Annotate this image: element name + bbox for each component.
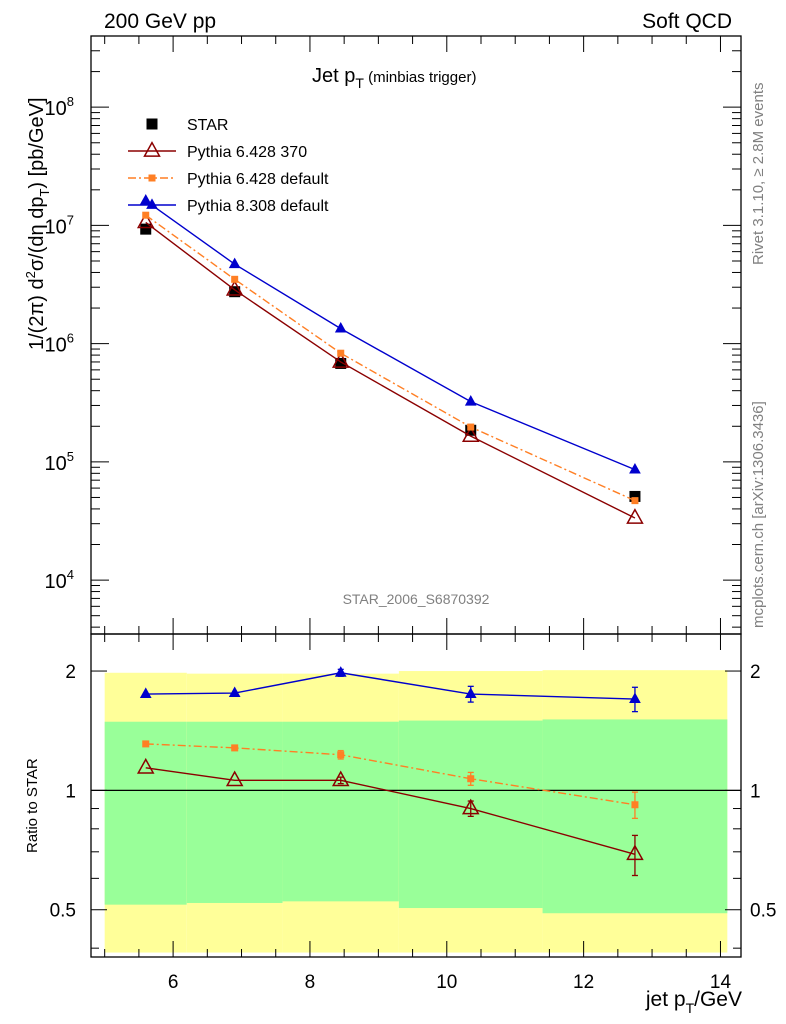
ratio-point <box>461 798 480 815</box>
ratio-point <box>139 687 152 698</box>
ratio-series <box>136 666 644 877</box>
main-series <box>136 194 644 524</box>
ratio-point <box>631 801 639 809</box>
legend-entry-label: Pythia 8.308 default <box>187 198 329 215</box>
data-point <box>136 212 155 229</box>
rivet-label: Rivet 3.1.10, ≥ 2.8M events <box>750 82 767 265</box>
axis-ticks <box>91 35 741 957</box>
legend-marker <box>143 141 161 157</box>
data-point <box>225 279 244 296</box>
y-tick-label: 107 <box>45 212 74 238</box>
band-green-segment <box>282 721 399 902</box>
data-point <box>629 490 641 502</box>
y-tick-label: 108 <box>45 94 74 120</box>
ratio-point <box>231 744 239 752</box>
data-point <box>464 395 477 406</box>
ratio-point <box>629 692 641 703</box>
ratio-point <box>337 751 345 759</box>
ratio-y-tick-label-right: 1 <box>750 781 761 802</box>
legend-entry-label: Pythia 6.428 default <box>187 171 329 188</box>
data-point <box>337 349 345 357</box>
ratio-point <box>136 757 155 774</box>
plot-title: Jet pT (minbias trigger) <box>312 65 476 91</box>
data-point <box>631 497 639 505</box>
legend-entry-label: Pythia 6.428 370 <box>187 144 307 161</box>
legend-marker <box>146 118 158 130</box>
ratio-y-tick-label: 1 <box>65 781 76 802</box>
x-tick-label: 6 <box>168 972 179 993</box>
ratio-y-tick-label: 0.5 <box>50 901 76 922</box>
x-tick-label: 8 <box>305 972 316 993</box>
ratio-y-axis-label: Ratio to STAR <box>24 758 41 853</box>
data-point <box>335 357 347 369</box>
plot-frames <box>90 35 742 958</box>
ratio-frame <box>90 633 742 958</box>
ratio-y-tick-label-right: 0.5 <box>750 901 776 922</box>
analysis-id: STAR_2006_S6870392 <box>343 591 490 607</box>
data-point <box>331 352 350 368</box>
header-category: Soft QCD <box>642 10 732 33</box>
x-tick-label: 10 <box>436 972 457 993</box>
data-point <box>626 508 644 524</box>
main-y-axis-label: 1/(2π) d2σ/(dη dpT) [pb/GeV] <box>23 97 52 350</box>
y-tick-label: 106 <box>45 331 74 357</box>
band-green-segment <box>186 721 283 903</box>
ratio-point <box>467 775 475 783</box>
y-tick-label: 105 <box>45 449 74 475</box>
series-line <box>145 214 636 502</box>
data-point <box>229 286 241 298</box>
data-point <box>334 322 347 333</box>
ratio-y-tick-label: 2 <box>65 662 76 683</box>
data-point <box>142 211 150 219</box>
ratio-point <box>334 666 347 677</box>
ratio-point <box>228 686 241 697</box>
x-tick-label: 12 <box>573 972 594 993</box>
ratio-point <box>626 844 644 861</box>
ratio-y-tick-label-right: 2 <box>750 662 761 683</box>
source-label: mcplots.cern.ch [arXiv:1306.3436] <box>750 401 767 628</box>
band-green-segment <box>104 721 187 905</box>
ratio-point <box>142 740 150 748</box>
ratio-point <box>464 687 477 698</box>
series-line <box>145 221 636 519</box>
data-point <box>140 223 152 235</box>
legend-marker <box>146 198 158 209</box>
data-point <box>228 257 241 269</box>
x-tick-label: 14 <box>710 972 732 993</box>
legend-entry-label: STAR <box>187 117 228 134</box>
legend-marker <box>148 174 156 182</box>
data-point <box>231 275 239 283</box>
y-tick-label: 104 <box>45 567 74 593</box>
data-point <box>139 194 152 205</box>
data-point <box>467 423 475 431</box>
header-energy: 200 GeV pp <box>104 10 216 33</box>
ratio-point <box>331 770 350 787</box>
legend: STAR Pythia 6.428 370 Pythia 6.428 default… <box>128 117 329 215</box>
data-point <box>629 463 641 474</box>
ratio-uncertainty-band <box>91 670 741 953</box>
data-point <box>461 426 480 443</box>
ratio-point <box>225 770 244 787</box>
x-axis-label: jet pT/GeV <box>645 988 742 1016</box>
series-line <box>145 200 636 471</box>
